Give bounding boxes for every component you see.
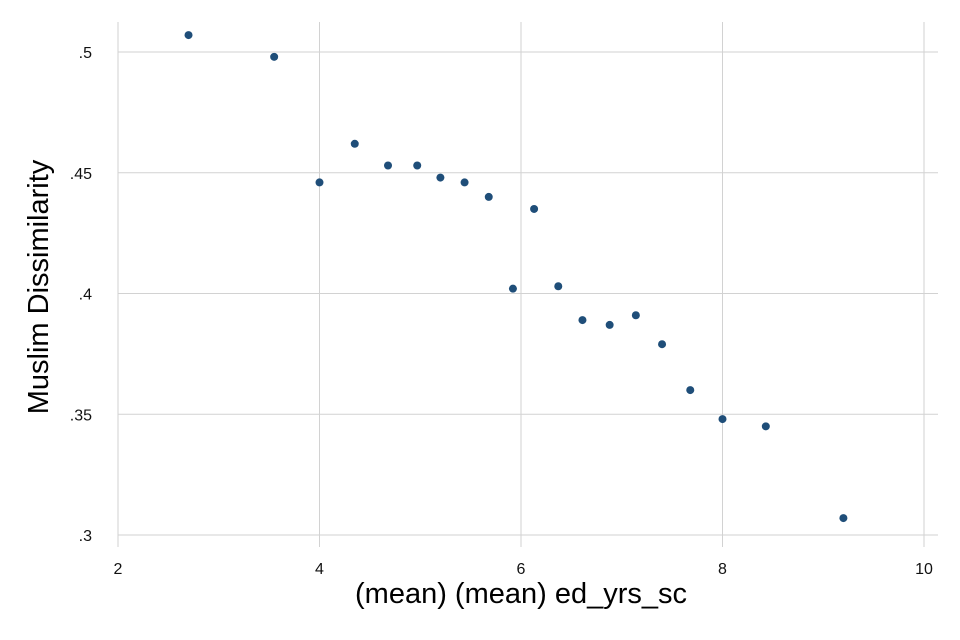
data-point [384, 161, 393, 170]
data-point [658, 340, 667, 349]
data-point [718, 415, 727, 424]
x-tick-label: 6 [517, 561, 526, 578]
data-point [631, 311, 640, 320]
y-tick-label: .4 [79, 287, 92, 304]
data-point [413, 161, 422, 170]
data-point [839, 514, 848, 523]
y-tick-label: .5 [79, 45, 92, 62]
data-point [184, 31, 193, 40]
data-point [578, 316, 587, 325]
y-tick-label: .35 [70, 407, 92, 424]
data-point [350, 139, 359, 148]
data-point [530, 204, 539, 213]
data-point [686, 386, 695, 395]
x-tick-label: 4 [315, 561, 324, 578]
y-axis-title: Muslim Dissimilarity [23, 159, 55, 414]
data-point [484, 192, 493, 201]
x-tick-label: 10 [915, 561, 933, 578]
grid-lines [117, 22, 938, 547]
x-tick-label: 8 [718, 561, 727, 578]
data-point [761, 422, 770, 431]
data-point [508, 284, 517, 293]
data-points [184, 31, 848, 523]
data-point [270, 52, 279, 61]
x-axis-title: (mean) (mean) ed_yrs_sc [355, 578, 687, 610]
x-tick-label: 2 [114, 561, 123, 578]
x-tick-labels: 2 4 6 8 10 [114, 561, 933, 578]
y-tick-label: .3 [79, 528, 92, 545]
data-point [554, 282, 563, 291]
y-tick-labels: .3 .35 .4 .45 .5 [70, 45, 92, 545]
data-point [460, 178, 469, 187]
data-point [605, 320, 614, 329]
data-point [315, 178, 324, 187]
data-point [436, 173, 445, 182]
y-tick-label: .45 [70, 166, 92, 183]
